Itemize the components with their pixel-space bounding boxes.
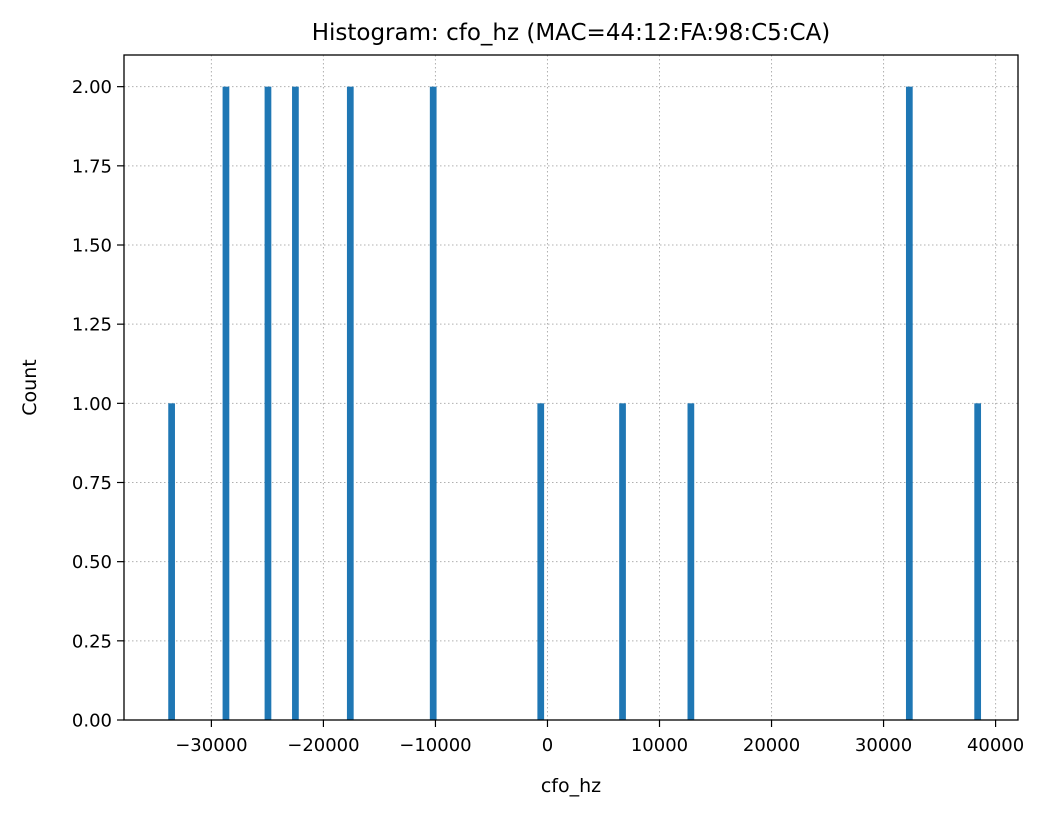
y-tick-label: 2.00 — [72, 77, 112, 98]
plot-area-frame — [123, 54, 1019, 721]
y-tick-label: 0.25 — [72, 631, 112, 652]
histogram-bars — [168, 86, 982, 720]
y-tick-label: 1.25 — [72, 315, 112, 336]
histogram-bar — [619, 403, 626, 720]
histogram-bar — [346, 86, 354, 720]
x-tick-label: 40000 — [967, 735, 1024, 756]
histogram-bar — [292, 86, 299, 720]
grid-lines — [124, 55, 1018, 721]
x-axis-label: cfo_hz — [541, 775, 601, 797]
y-tick-label: 1.00 — [72, 394, 112, 415]
histogram-bar — [168, 403, 175, 720]
x-tick-label: 0 — [542, 735, 553, 756]
y-tick-label: 1.75 — [72, 156, 112, 177]
histogram-bar — [222, 86, 230, 720]
histogram-bar — [264, 86, 272, 720]
histogram-bar — [687, 403, 695, 720]
x-tick-label: −30000 — [175, 735, 247, 756]
y-axis-label: Count — [19, 359, 41, 415]
x-tick-label: 30000 — [855, 735, 912, 756]
y-tick-label: 0.50 — [72, 552, 112, 573]
y-tick-label: 0.00 — [72, 711, 112, 732]
x-tick-label: −20000 — [287, 735, 359, 756]
histogram-bar — [429, 86, 437, 720]
x-tick-label: −10000 — [399, 735, 471, 756]
y-axis-ticks: 0.00 0.25 0.50 0.75 1.00 1.25 1.50 1.75 2.00 — [72, 77, 124, 732]
x-tick-label: 10000 — [631, 735, 688, 756]
histogram-bar — [537, 403, 545, 720]
histogram-bar — [905, 86, 913, 720]
x-tick-label: 20000 — [743, 735, 800, 756]
y-tick-label: 0.75 — [72, 473, 112, 494]
histogram-bar — [974, 403, 982, 720]
x-axis-ticks: −30000 −20000 −10000 0 10000 20000 30000 40000 — [175, 720, 1024, 756]
y-tick-label: 1.50 — [72, 236, 112, 257]
chart-title: Histogram: cfo_hz (MAC=44:12:FA:98:C5:CA… — [312, 20, 831, 46]
